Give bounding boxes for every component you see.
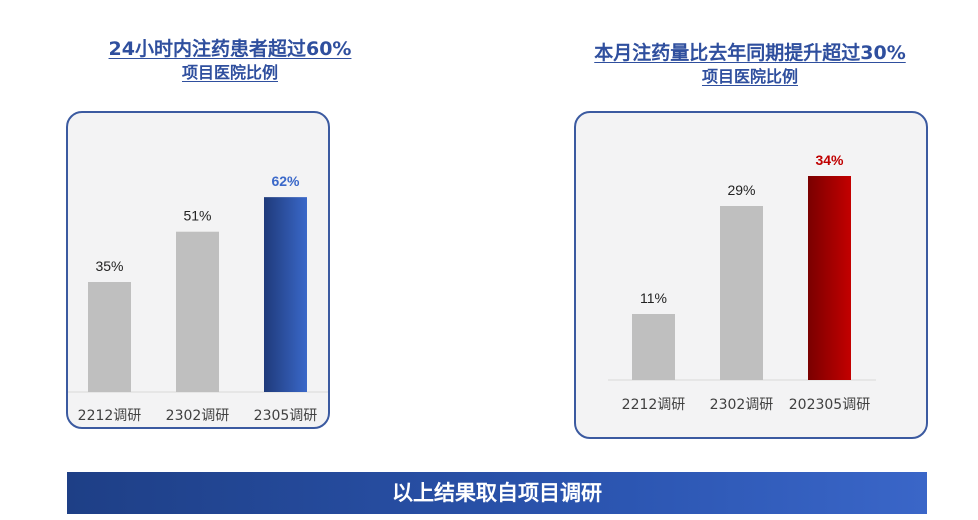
right-chart-title-line2: 项目医院比例 bbox=[701, 67, 798, 86]
category-label-2: 2302调研 bbox=[166, 408, 230, 424]
right-chart-panel: 11% 2212调研 29% 2302调研 34% 202305调研 bbox=[574, 111, 928, 439]
right-chart-title: 本月注药量比去年同期提升超过30% 项目医院比例 bbox=[540, 40, 960, 88]
footer-banner: 以上结果取自项目调研 bbox=[67, 472, 927, 514]
bar-2 bbox=[720, 206, 763, 380]
category-label-1: 2212调研 bbox=[622, 397, 686, 413]
category-label-1: 2212调研 bbox=[78, 408, 142, 424]
footer-banner-text: 以上结果取自项目调研 bbox=[392, 481, 602, 505]
left-chart-title: 24小时内注药患者超过60% 项目医院比例 bbox=[40, 36, 420, 84]
value-label-1: 11% bbox=[640, 290, 667, 306]
category-label-3: 202305调研 bbox=[789, 397, 870, 413]
bar-1 bbox=[632, 314, 675, 380]
value-label-1: 35% bbox=[95, 258, 123, 274]
left-bar-chart: 35% 2212调研 51% 2302调研 62% 2305调研 bbox=[68, 173, 328, 424]
right-chart-title-line1: 本月注药量比去年同期提升超过30% bbox=[594, 42, 906, 64]
bar-1 bbox=[88, 282, 131, 392]
bar-2 bbox=[176, 231, 219, 392]
bar-3 bbox=[264, 197, 307, 392]
left-chart-title-line1: 24小时内注药患者超过60% bbox=[108, 38, 352, 60]
category-label-2: 2302调研 bbox=[710, 397, 774, 413]
value-label-2: 51% bbox=[183, 208, 211, 224]
left-chart-panel: 35% 2212调研 51% 2302调研 62% 2305调研 bbox=[66, 111, 330, 429]
bar-3 bbox=[808, 176, 851, 380]
category-label-3: 2305调研 bbox=[254, 408, 318, 424]
value-label-3: 34% bbox=[815, 152, 844, 168]
value-label-3: 62% bbox=[271, 173, 300, 189]
value-label-2: 29% bbox=[727, 182, 755, 198]
left-chart-title-line2: 项目医院比例 bbox=[181, 63, 278, 82]
right-bar-chart: 11% 2212调研 29% 2302调研 34% 202305调研 bbox=[608, 152, 876, 413]
